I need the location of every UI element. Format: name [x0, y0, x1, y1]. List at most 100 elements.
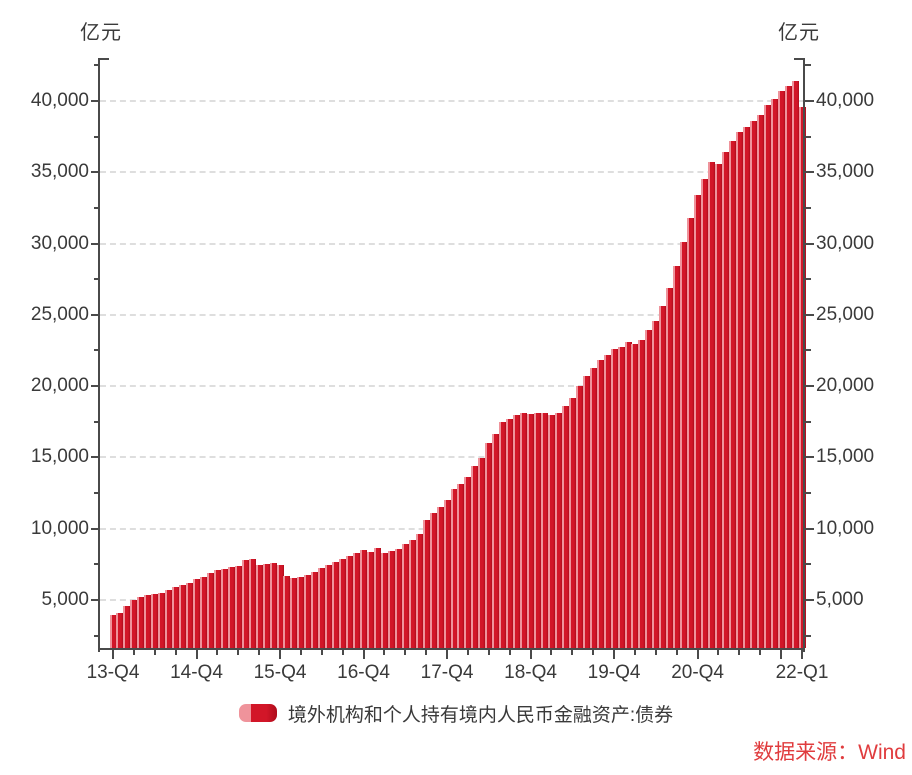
- x-tick-major: [780, 650, 783, 659]
- bar: [575, 386, 583, 648]
- gridline: [100, 385, 803, 388]
- y-tick-left: [94, 634, 100, 637]
- x-tick-minor: [216, 650, 219, 655]
- bar: [701, 178, 709, 648]
- bar: [568, 397, 576, 648]
- y-tick-left: [94, 492, 100, 495]
- y-axis-label-right: 10,000: [816, 517, 875, 539]
- x-tick-minor: [675, 650, 678, 655]
- bar: [534, 413, 542, 648]
- bar: [373, 547, 381, 648]
- bar: [749, 120, 757, 648]
- bar: [652, 320, 660, 648]
- bar: [227, 567, 235, 648]
- x-axis-label: 18-Q4: [504, 662, 557, 683]
- x-tick-major: [446, 650, 449, 659]
- y-axis-label-left: 20,000: [30, 375, 89, 397]
- x-axis-label: 13-Q4: [86, 662, 140, 683]
- y-axis-left-cap: [100, 58, 109, 60]
- legend-label: 境外机构和个人持有境内人民币金融资产:债券: [287, 704, 674, 726]
- gridline: [100, 456, 803, 459]
- bar: [415, 534, 423, 648]
- y-tick-left: [91, 313, 100, 316]
- bar: [624, 342, 632, 648]
- bar: [471, 466, 479, 648]
- gridline: [100, 171, 803, 174]
- bar: [429, 513, 437, 648]
- bar: [631, 343, 639, 648]
- bar: [367, 552, 374, 648]
- y-tick-left: [91, 242, 100, 245]
- y-axis-label-left: 15,000: [30, 446, 89, 468]
- y-tick-right: [805, 385, 814, 388]
- bar: [589, 367, 597, 648]
- x-tick-minor: [237, 650, 240, 655]
- bar: [798, 106, 806, 648]
- x-tick-major: [195, 650, 198, 659]
- y-axis-right: [803, 58, 805, 652]
- bar: [527, 414, 535, 648]
- x-tick-minor: [550, 650, 553, 655]
- y-tick-right: [805, 349, 811, 352]
- y-tick-right: [805, 313, 814, 316]
- y-axis-label-right: 15,000: [816, 446, 875, 468]
- x-axis-label: 14-Q4: [170, 662, 223, 683]
- bar: [422, 520, 430, 648]
- y-tick-right: [805, 634, 811, 637]
- y-tick-right: [805, 171, 814, 174]
- y-tick-left: [94, 135, 100, 138]
- bar: [151, 593, 159, 648]
- bar: [436, 507, 444, 648]
- x-tick-major: [279, 650, 282, 659]
- y-axis-unit-left: 亿元: [80, 22, 122, 44]
- y-axis-label-left: 5,000: [41, 589, 89, 610]
- x-tick-major: [801, 650, 803, 659]
- x-tick-minor: [571, 650, 574, 655]
- bar: [332, 562, 340, 648]
- x-tick-major: [362, 650, 365, 659]
- bar: [248, 559, 256, 648]
- bar: [158, 592, 166, 648]
- bar: [297, 576, 305, 648]
- y-tick-right: [805, 456, 814, 459]
- x-tick-minor: [425, 650, 428, 655]
- bar: [506, 418, 514, 648]
- bar: [659, 306, 667, 648]
- x-tick-minor: [633, 650, 636, 655]
- x-tick-minor: [654, 650, 657, 655]
- bar: [638, 339, 646, 648]
- bar: [394, 549, 402, 648]
- x-tick-minor: [383, 650, 386, 655]
- x-axis-label: 16-Q4: [337, 662, 390, 683]
- bar: [540, 412, 548, 648]
- y-tick-left: [94, 206, 100, 209]
- y-tick-right: [805, 599, 814, 601]
- bar: [554, 413, 562, 648]
- gridline: [100, 242, 803, 245]
- bar: [645, 330, 653, 648]
- bar: [687, 217, 695, 648]
- bar: [547, 415, 555, 648]
- bar: [276, 564, 284, 648]
- bar: [234, 565, 242, 648]
- bar: [735, 132, 743, 648]
- x-axis-label: 22-Q1: [775, 662, 829, 683]
- data-source-label: 数据来源：Wind: [753, 741, 906, 764]
- bar: [123, 605, 131, 648]
- x-tick-minor: [738, 650, 741, 655]
- x-tick-minor: [132, 650, 135, 655]
- x-tick-minor: [759, 650, 762, 655]
- bar: [346, 556, 354, 648]
- bar: [353, 553, 361, 648]
- bar: [255, 564, 263, 648]
- bar: [513, 415, 521, 648]
- y-tick-left: [94, 278, 100, 281]
- x-tick-minor: [487, 650, 490, 655]
- x-axis-label: 20-Q4: [671, 662, 724, 683]
- y-tick-left: [91, 527, 100, 530]
- bar: [241, 559, 249, 648]
- y-axis-label-left: 30,000: [30, 232, 89, 254]
- bar: [666, 287, 674, 648]
- y-tick-right: [805, 278, 811, 281]
- y-tick-right: [805, 99, 814, 102]
